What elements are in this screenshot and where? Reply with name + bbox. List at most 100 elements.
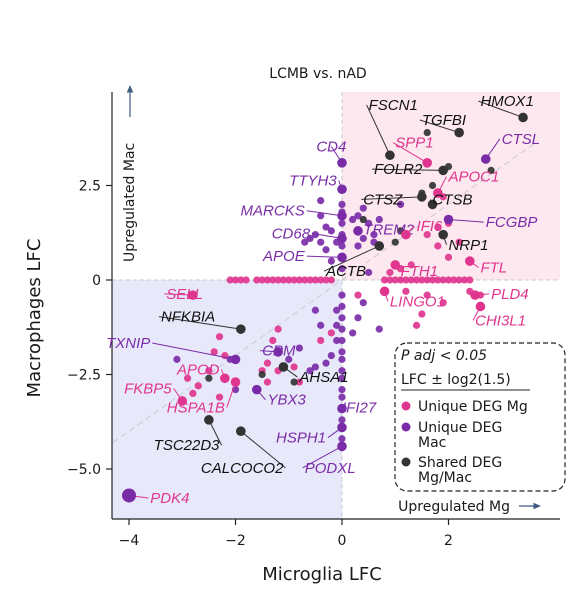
data-point-shared bbox=[391, 238, 399, 246]
data-point-mg bbox=[242, 276, 250, 284]
data-point-mac bbox=[338, 367, 346, 375]
data-point-mg bbox=[269, 276, 277, 284]
data-point-shared bbox=[290, 378, 298, 386]
y-tick-label: −2.5 bbox=[67, 368, 101, 384]
legend-mg-swatch bbox=[401, 401, 411, 411]
data-point-mg bbox=[290, 276, 298, 284]
data-point-mac bbox=[311, 363, 319, 371]
data-point-mg bbox=[194, 382, 202, 390]
label-leader-line bbox=[323, 245, 380, 272]
data-point-mg bbox=[290, 363, 298, 371]
data-point-mg bbox=[215, 393, 224, 401]
gene-label: CHI3L1 bbox=[475, 312, 526, 329]
data-point-mac bbox=[173, 355, 181, 363]
data-point-mac bbox=[338, 265, 346, 273]
data-point-mac bbox=[317, 321, 325, 329]
labeled-point bbox=[204, 415, 214, 425]
data-point-mac bbox=[338, 393, 346, 401]
legend: P adj < 0.05 LFC ± log2(1.5) Unique DEG … bbox=[394, 342, 566, 492]
data-point-mg bbox=[396, 276, 405, 284]
labeled-point bbox=[337, 233, 347, 244]
data-point-mg bbox=[428, 276, 437, 284]
data-point-mg bbox=[274, 325, 282, 333]
data-point-shared bbox=[205, 374, 213, 382]
data-point-mac bbox=[327, 352, 335, 360]
data-point-mg bbox=[434, 223, 442, 231]
gene-label: ACTB bbox=[325, 263, 366, 280]
gene-label: IFI27 bbox=[342, 399, 377, 416]
gene-label: TTYH3 bbox=[289, 173, 337, 190]
data-point-shared bbox=[487, 166, 495, 174]
labeled-point bbox=[337, 158, 347, 168]
labeled-point bbox=[465, 256, 475, 266]
label-leader-line bbox=[366, 104, 391, 156]
label-leader-line bbox=[392, 142, 428, 164]
labeled-point bbox=[337, 184, 347, 195]
labeled-point bbox=[443, 214, 454, 225]
quadrant-shading bbox=[112, 92, 560, 519]
labeled-point bbox=[236, 426, 246, 437]
gene-label: FTH1 bbox=[401, 263, 439, 280]
data-point-mac bbox=[370, 231, 378, 239]
labeled-point bbox=[220, 373, 230, 384]
labeled-point bbox=[273, 347, 283, 357]
gene-label: PODXL bbox=[305, 460, 356, 477]
legend-shared-label: Shared DEG Mg/Mac bbox=[418, 455, 502, 486]
data-point-mac bbox=[333, 321, 341, 329]
data-point-mg bbox=[381, 276, 389, 284]
gene-label: LINGO1 bbox=[390, 293, 445, 310]
data-point-mac bbox=[333, 336, 341, 345]
data-point-mg bbox=[439, 299, 447, 307]
data-point-mac bbox=[338, 291, 346, 299]
labeled-point bbox=[438, 229, 448, 240]
gene-label: FCGBP bbox=[486, 214, 538, 231]
labeled-point bbox=[470, 290, 480, 300]
data-point-mg bbox=[237, 276, 245, 284]
labeled-point bbox=[417, 192, 427, 202]
gene-label: HSPA1B bbox=[167, 399, 225, 416]
labeled-point bbox=[251, 384, 262, 395]
gene-label: YBX3 bbox=[267, 392, 306, 409]
gene-label: SELL bbox=[166, 286, 203, 303]
x-tick-label: −2 bbox=[225, 533, 246, 549]
gene-label: APOC1 bbox=[448, 169, 500, 186]
data-point-mg bbox=[455, 238, 463, 246]
labeled-point bbox=[422, 158, 433, 168]
data-point-mac bbox=[396, 200, 405, 208]
data-point-mac bbox=[338, 355, 346, 363]
gene-label: FTL bbox=[480, 259, 507, 276]
gene-label: PDK4 bbox=[150, 490, 189, 507]
x-tick-label: −4 bbox=[119, 533, 140, 549]
labeled-point bbox=[385, 150, 395, 161]
data-point-mac bbox=[322, 246, 330, 254]
gene-label: HSPH1 bbox=[276, 430, 326, 447]
labeled-point bbox=[177, 396, 188, 406]
data-point-mg bbox=[407, 261, 415, 269]
labeled-point bbox=[337, 210, 347, 221]
label-leader-line bbox=[306, 255, 343, 258]
data-point-mac bbox=[375, 215, 383, 224]
data-point-mac bbox=[359, 234, 367, 243]
data-point-mac bbox=[338, 200, 346, 208]
data-point-mg bbox=[354, 291, 362, 299]
data-point-mac bbox=[311, 306, 319, 314]
data-point-mac bbox=[322, 223, 330, 231]
data-point-mg bbox=[423, 291, 431, 299]
data-point-mac bbox=[333, 306, 341, 314]
data-point-mac bbox=[338, 302, 346, 311]
labeled-point bbox=[475, 301, 486, 312]
labeled-point bbox=[427, 199, 438, 210]
data-point-mac bbox=[338, 416, 346, 424]
data-point-mg bbox=[418, 310, 426, 318]
data-point-mg bbox=[402, 287, 410, 295]
gene-label: CTSB bbox=[433, 191, 473, 208]
gene-label: FSCN1 bbox=[369, 97, 418, 114]
gene-label: APOE bbox=[262, 248, 306, 265]
labeled-point bbox=[433, 188, 443, 198]
legend-mg-label: Unique DEG Mg bbox=[418, 399, 528, 415]
gene-label: HMOX1 bbox=[480, 93, 533, 110]
gene-label: PLD4 bbox=[491, 286, 529, 303]
labeled-point bbox=[188, 290, 198, 300]
